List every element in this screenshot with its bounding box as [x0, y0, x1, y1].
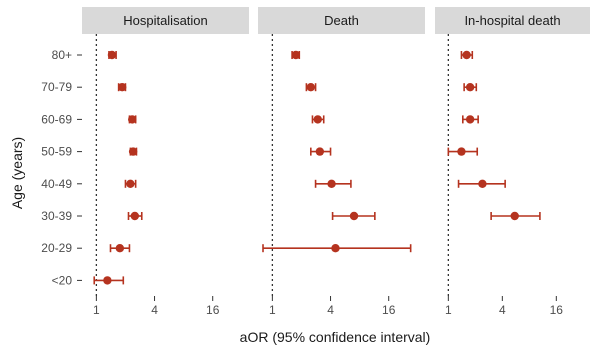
y-axis-ticks: 80+ 70-79 60-69 50-59 40-49 30-39 20-29 <20	[41, 48, 82, 287]
point-estimate	[306, 83, 316, 92]
x-tick-label: 16	[206, 303, 220, 317]
point-estimate	[313, 115, 322, 124]
y-tick-label: 80+	[52, 48, 72, 62]
facet-panel: Hospitalisation 1 4 16	[82, 7, 249, 317]
estimate-40-49	[457, 179, 506, 188]
y-tick-label: 70-79	[41, 80, 72, 94]
point-estimate	[291, 50, 301, 60]
estimate-20-29	[262, 244, 412, 253]
point-estimate	[128, 147, 138, 156]
y-tick-label: 60-69	[41, 112, 72, 126]
facet-title: Death	[324, 13, 359, 28]
point-estimate	[115, 244, 125, 253]
x-tick-label: 16	[382, 303, 396, 317]
estimate-20-29	[109, 244, 131, 253]
x-axis-title: aOR (95% confidence interval)	[240, 329, 431, 345]
panel-background	[435, 34, 590, 296]
x-tick-label: 1	[445, 303, 452, 317]
x-tick-label: 1	[93, 303, 100, 317]
point-estimate	[126, 179, 135, 188]
y-tick-label: 50-59	[41, 145, 72, 159]
point-estimate	[510, 211, 519, 221]
estimate-50-59	[447, 147, 479, 156]
point-estimate	[315, 147, 325, 156]
point-estimate	[117, 83, 127, 92]
estimate-<20	[93, 276, 125, 285]
y-tick-label: 20-29	[41, 241, 72, 255]
y-tick-label: <20	[52, 273, 73, 287]
x-tick-label: 4	[499, 303, 506, 317]
estimate-50-59	[128, 147, 138, 156]
estimate-40-49	[124, 179, 137, 188]
estimate-40-49	[314, 179, 352, 188]
point-estimate	[130, 211, 140, 221]
point-estimate	[465, 115, 475, 124]
panel-background	[82, 34, 249, 296]
point-estimate	[107, 50, 117, 60]
facet-panel: In-hospital death 1 4 16	[435, 7, 590, 317]
point-estimate	[462, 50, 471, 60]
y-tick-label: 40-49	[41, 177, 72, 191]
point-estimate	[349, 211, 359, 221]
point-estimate	[128, 115, 137, 124]
point-estimate	[478, 179, 487, 188]
estimate-80+	[107, 50, 117, 60]
facet-strip	[435, 7, 590, 34]
facet-title: In-hospital death	[464, 13, 560, 28]
estimate-70-79	[305, 83, 317, 92]
point-estimate	[465, 83, 475, 92]
x-tick-label: 4	[327, 303, 334, 317]
estimate-80+	[460, 50, 474, 60]
point-estimate	[103, 276, 112, 285]
estimate-50-59	[310, 147, 332, 156]
estimate-30-39	[490, 211, 541, 221]
estimate-60-69	[128, 115, 137, 124]
facet-strip	[258, 7, 425, 34]
estimate-60-69	[311, 115, 325, 124]
estimate-80+	[291, 50, 301, 60]
facet-panel: Death 1 4 16	[258, 7, 425, 317]
estimate-70-79	[117, 83, 127, 92]
panel-background	[258, 34, 425, 296]
y-axis-title: Age (years)	[9, 137, 25, 209]
point-estimate	[331, 244, 340, 253]
estimate-30-39	[331, 211, 376, 221]
x-tick-label: 16	[550, 303, 564, 317]
facet-title: Hospitalisation	[123, 13, 208, 28]
x-tick-label: 1	[269, 303, 276, 317]
point-estimate	[327, 179, 336, 188]
point-estimate	[457, 147, 466, 156]
facet-strip	[82, 7, 249, 34]
estimate-30-39	[127, 211, 143, 221]
estimate-60-69	[462, 115, 479, 124]
x-tick-label: 4	[151, 303, 158, 317]
y-tick-label: 30-39	[41, 209, 72, 223]
estimate-70-79	[463, 83, 478, 92]
